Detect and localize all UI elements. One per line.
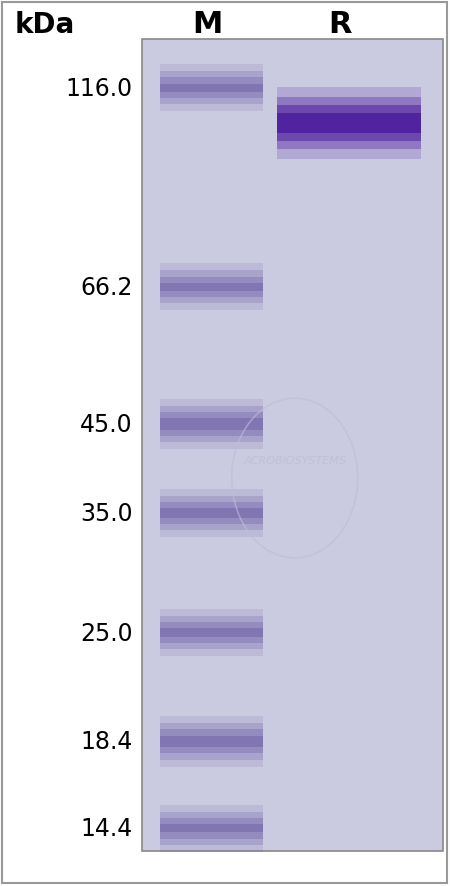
Bar [160,79,263,99]
Bar [160,622,263,643]
Bar [277,88,421,160]
Bar [160,271,263,304]
Bar [160,399,263,449]
Bar [160,264,263,311]
Text: 66.2: 66.2 [81,276,133,299]
Bar [160,418,263,430]
Bar [160,65,263,113]
Bar [160,628,263,637]
Bar [160,616,263,649]
Bar [160,502,263,525]
Text: 116.0: 116.0 [66,76,133,101]
Bar [160,489,263,538]
Bar [277,106,421,142]
Bar [160,84,263,93]
Bar [160,723,263,759]
Text: 25.0: 25.0 [80,621,133,645]
Text: ACROBiOSYSTEMS: ACROBiOSYSTEMS [243,455,346,466]
Bar [160,72,263,105]
Text: 18.4: 18.4 [81,729,133,753]
Text: 35.0: 35.0 [80,501,133,525]
Text: kDa: kDa [15,11,75,39]
Bar [160,412,263,436]
Bar [160,812,263,845]
Bar [160,819,263,838]
Bar [160,804,263,852]
Bar [277,98,421,150]
Bar [160,735,263,747]
Text: 45.0: 45.0 [80,412,133,437]
Bar [160,277,263,298]
Bar [160,509,263,518]
Bar [160,609,263,657]
Bar [160,824,263,833]
Text: R: R [328,11,351,39]
Bar [160,729,263,753]
Bar [142,40,443,851]
Bar [160,496,263,531]
Bar [277,114,421,134]
Bar [160,406,263,442]
Bar [160,716,263,766]
Text: 14.4: 14.4 [81,816,133,841]
Bar [160,284,263,291]
Text: M: M [192,11,222,39]
